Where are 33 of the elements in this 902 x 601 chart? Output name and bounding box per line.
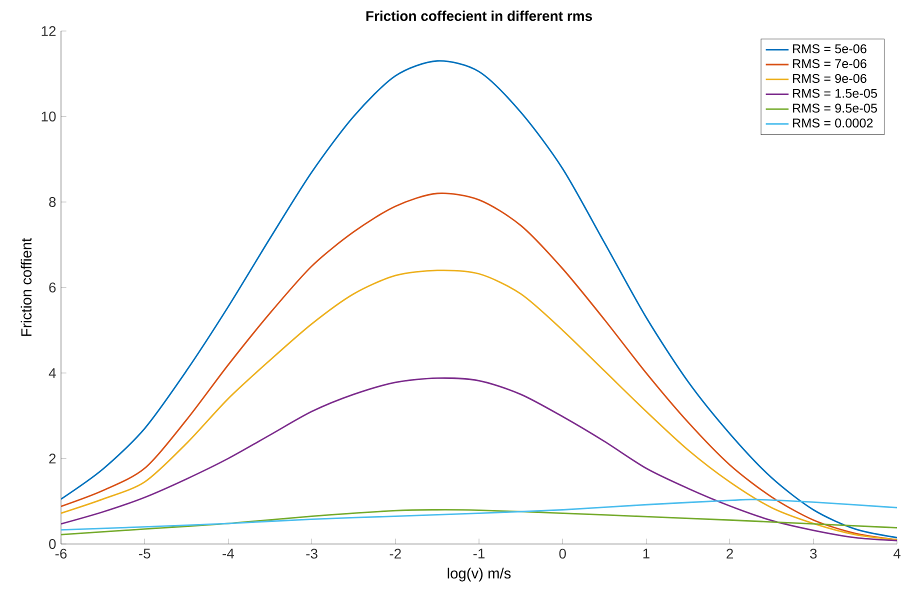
- legend-label: RMS = 9e-06: [793, 74, 866, 83]
- line-series: [61, 192, 898, 540]
- line-series: [61, 498, 898, 531]
- y-tick-label: 2: [49, 454, 56, 464]
- legend-label: RMS = 9.5e-05: [793, 104, 877, 113]
- y-tick-label: 8: [49, 197, 56, 207]
- x-tick-label: -5: [139, 548, 150, 558]
- y-tick-label: 4: [48, 368, 56, 378]
- x-tick-label: 1: [643, 548, 650, 558]
- x-tick-label: -3: [306, 548, 318, 559]
- y-tick-label: 6: [49, 282, 56, 292]
- line-series: [61, 509, 898, 536]
- legend-label: RMS = 1.5e-05: [793, 88, 877, 98]
- line-series: [61, 377, 898, 542]
- x-tick-label: -6: [55, 548, 67, 559]
- legend-label: RMS = 5e-06: [793, 44, 866, 54]
- x-tick-label: -4: [222, 548, 234, 558]
- x-tick-label: 4: [893, 548, 900, 558]
- line-series: [61, 60, 898, 538]
- y-tick-label: 12: [42, 26, 56, 36]
- x-axis-title: log(v) m/s: [448, 568, 511, 582]
- y-tick-label: 0: [49, 539, 56, 549]
- y-axis-title: Friction coffient: [20, 238, 32, 336]
- x-tick-label: 0: [559, 548, 566, 559]
- y-tick-label: 10: [42, 112, 56, 122]
- x-tick-label: -1: [473, 548, 485, 558]
- legend-label: RMS = 0.0002: [793, 118, 873, 128]
- x-tick-label: -2: [390, 548, 401, 558]
- chart-title: Friction coffecient in different rms: [366, 10, 592, 21]
- x-tick-label: 2: [726, 548, 733, 558]
- line-series: [61, 270, 898, 540]
- x-tick-label: 3: [810, 548, 817, 559]
- legend-label: RMS = 7e-06: [793, 59, 866, 68]
